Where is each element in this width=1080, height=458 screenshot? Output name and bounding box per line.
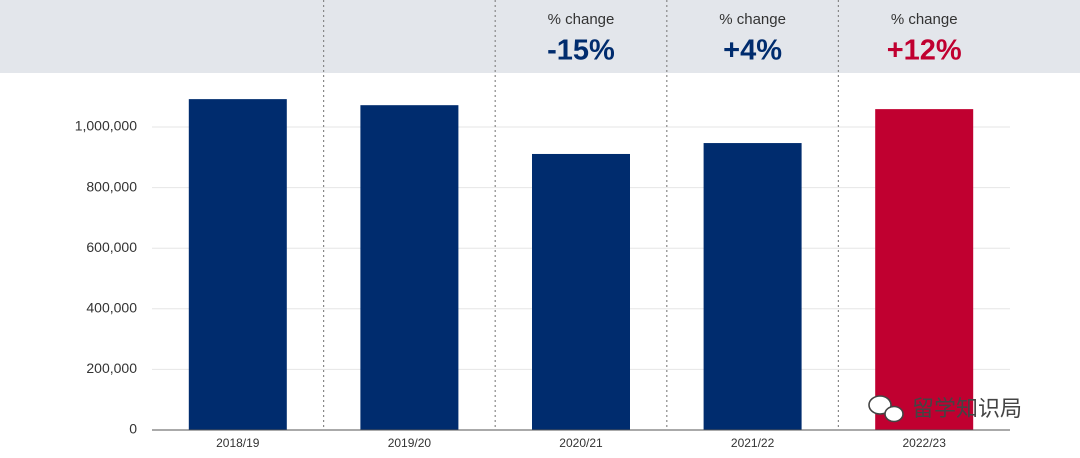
bar <box>532 153 630 431</box>
change-value: +12% <box>887 35 962 67</box>
x-tick-label: 2022/23 <box>903 436 947 450</box>
icon-bubble <box>868 395 892 415</box>
bar <box>360 105 459 431</box>
x-tick-label: 2021/22 <box>731 436 775 450</box>
watermark: 留学知识局 <box>912 397 1022 422</box>
y-tick-label: 0 <box>129 421 137 437</box>
header-band <box>0 0 1080 73</box>
y-tick-label: 400,000 <box>86 300 137 316</box>
y-tick-label: 800,000 <box>86 178 137 194</box>
y-tick-label: 600,000 <box>86 239 137 255</box>
bar <box>188 99 287 431</box>
x-tick-label: 2020/21 <box>559 436 603 450</box>
y-tick-label: 200,000 <box>86 360 137 376</box>
change-caption: % change <box>891 11 958 28</box>
bar <box>875 109 974 431</box>
change-caption: % change <box>548 11 615 28</box>
y-tick-label: 1,000,000 <box>75 118 137 134</box>
x-tick-label: 2018/19 <box>216 436 260 450</box>
change-value: +4% <box>723 35 782 67</box>
bar <box>703 143 802 430</box>
x-tick-label: 2019/20 <box>388 436 432 450</box>
icon-bubble <box>884 405 904 423</box>
change-value: -15% <box>547 35 615 67</box>
watermark-icon <box>868 395 904 423</box>
change-caption: % change <box>719 11 786 28</box>
